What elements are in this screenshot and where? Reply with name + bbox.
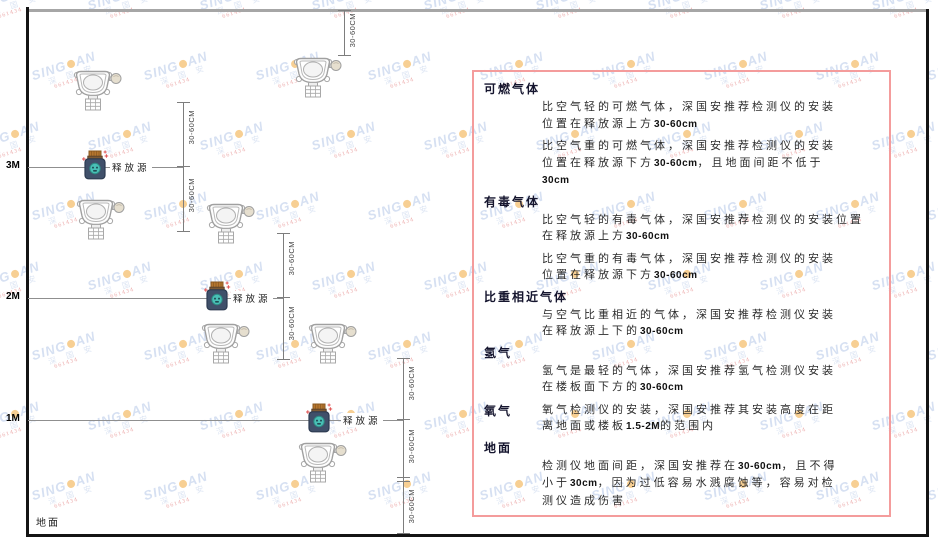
panel-paragraph: 氧气检测仪的安装，深国安推荐其安装高度在距 离地面或楼板1.5-2M的范围内 [542, 402, 836, 433]
dimension-line [403, 358, 404, 534]
dimension-label: 30-60CM [287, 306, 296, 341]
panel-paragraph: 比空气轻的可燃气体，深国安推荐检测仪的安装 位置在释放源上方30-60cm [542, 100, 836, 130]
dimension-tick [338, 10, 351, 11]
left-wall-line [26, 7, 29, 536]
dimension-tick [177, 166, 190, 167]
gas-detector-icon [75, 197, 125, 241]
panel-section: 氧气 氧气检测仪的安装，深国安推荐其安装高度在距 离地面或楼板1.5-2M的范围内 [484, 402, 875, 436]
panel-paragraph: 与空气比重相近的气体，深国安推荐检测仪安装 在释放源上下的30-60cm [542, 307, 836, 338]
panel-section-heading: 地面 [484, 440, 513, 455]
gas-detector-icon [292, 55, 342, 99]
dimension-tick [177, 231, 190, 232]
level-label-3m: 3M [6, 160, 20, 171]
panel-section: 氢气氢气是最轻的气体，深国安推荐氢气检测仪安装 在楼板面下方的30-60cm [484, 346, 875, 397]
dimension-tick [277, 233, 290, 234]
dimension-label: 30-60CM [187, 178, 196, 213]
release-source-icon [81, 150, 109, 180]
dimension-tick [397, 477, 410, 478]
panel-section: 有毒气体 比空气轻的有毒气体，深国安推荐检测仪的安装位置 在释放源上方30-60cm… [484, 195, 875, 285]
dimension-line [283, 233, 284, 360]
installation-notes-panel: 可燃气体 比空气轻的可燃气体，深国安推荐检测仪的安装 位置在释放源上方30-60cm… [472, 70, 891, 517]
release-source-label: 释放源 [341, 413, 383, 427]
dimension-tick [397, 533, 410, 534]
dimension-label: 30-60CM [348, 13, 357, 48]
gas-detector-icon [205, 201, 255, 245]
level-line-1m [28, 420, 404, 421]
dimension-label: 30-60CM [287, 241, 296, 276]
dimension-label: 30-60CM [407, 366, 416, 401]
release-source-label: 释放源 [231, 291, 273, 305]
gas-detector-icon [72, 68, 122, 112]
ceiling-line [28, 9, 928, 12]
panel-section-heading: 氢气 [484, 345, 513, 360]
dimension-tick [277, 359, 290, 360]
level-line-2m [28, 298, 284, 299]
panel-section: 比重相近气体与空气比重相近的气体，深国安推荐检测仪安装 在释放源上下的30-60c… [484, 290, 875, 341]
level-line-3m [28, 167, 184, 168]
dimension-line [183, 102, 184, 232]
dimension-tick [338, 55, 351, 56]
dimension-label: 30-60CM [407, 489, 416, 524]
panel-paragraph: 比空气重的可燃气体，深国安推荐检测仪的安装 位置在释放源下方30-60cm，且地面… [542, 139, 836, 186]
right-wall-line [926, 9, 929, 536]
panel-section-heading: 比重相近气体 [484, 289, 569, 304]
release-source-label: 释放源 [110, 160, 152, 174]
panel-section: 地面检测仪地面间距，深国安推荐在30-60cm，且不得 小于30cm，因为过低容易… [484, 441, 875, 510]
level-label-1m: 1M [6, 413, 20, 424]
gas-detector-icon [200, 321, 250, 365]
dimension-line [344, 10, 345, 56]
panel-paragraph: 检测仪地面间距，深国安推荐在30-60cm，且不得 小于30cm，因为过低容易水溅… [542, 458, 838, 507]
dimension-label: 30-60CM [407, 429, 416, 464]
gas-detector-icon [307, 321, 357, 365]
dimension-tick [397, 419, 410, 420]
dimension-tick [277, 297, 290, 298]
dimension-tick [177, 102, 190, 103]
release-source-icon [203, 281, 231, 311]
panel-paragraph: 氢气是最轻的气体，深国安推荐氢气检测仪安装 在楼板面下方的30-60cm [542, 363, 836, 394]
dimension-label: 30-60CM [187, 110, 196, 145]
panel-section-heading: 可燃气体 [484, 82, 541, 96]
level-label-2m: 2M [6, 291, 20, 302]
dimension-tick [397, 481, 410, 482]
ground-label: 地面 [36, 518, 60, 529]
panel-paragraph: 比空气重的有毒气体，深国安推荐检测仪的安装 位置在释放源下方30-60cm [542, 251, 836, 282]
panel-section-heading: 氧气 [484, 403, 513, 418]
gas-detector-icon [297, 440, 347, 484]
panel-section-heading: 有毒气体 [484, 194, 541, 209]
panel-paragraph: 比空气轻的有毒气体，深国安推荐检测仪的安装位置 在释放源上方30-60cm [542, 212, 864, 243]
dimension-tick [397, 358, 410, 359]
panel-section: 可燃气体 比空气轻的可燃气体，深国安推荐检测仪的安装 位置在释放源上方30-60cm… [484, 82, 875, 190]
release-source-icon [305, 403, 333, 433]
floor-line [26, 534, 929, 537]
